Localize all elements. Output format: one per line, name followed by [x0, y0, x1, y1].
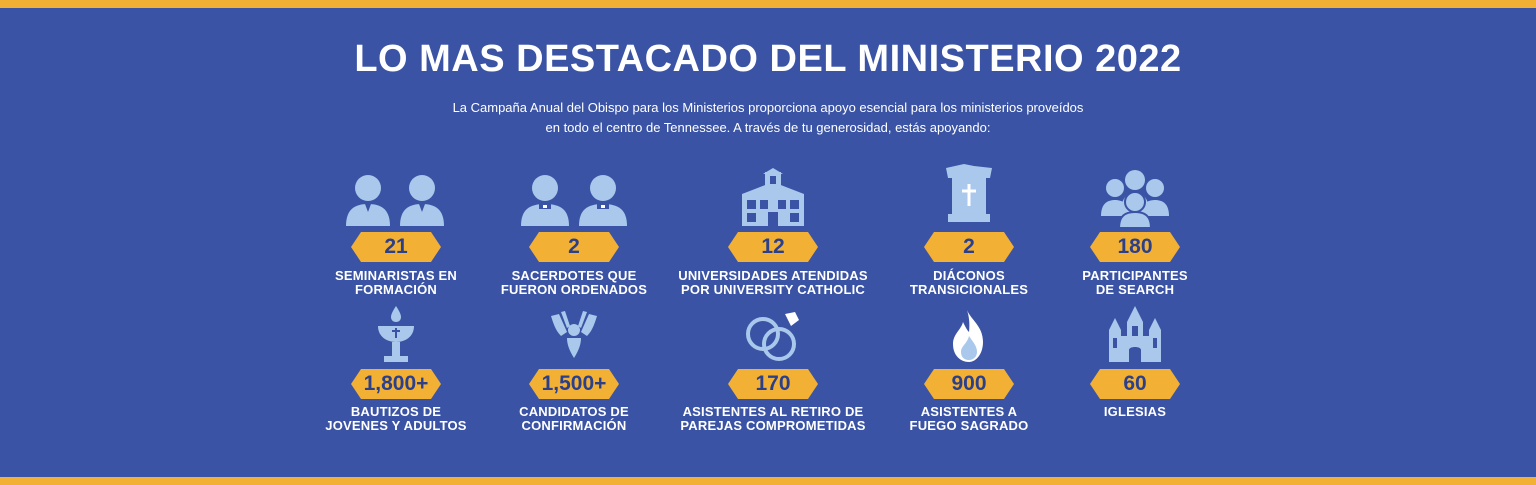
value-number: 180	[1117, 235, 1153, 258]
stat-label-line-2: FUEGO SAGRADO	[909, 418, 1029, 433]
intro-line-1: La Campaña Anual del Obispo para los Min…	[452, 100, 1084, 115]
stat-label-line-2: DE SEARCH	[1095, 282, 1175, 297]
group-icon	[1097, 168, 1173, 233]
stat-label-line-2: POR UNIVERSITY CATHOLIC	[681, 282, 865, 297]
stat-label: UNIVERSIDADES ATENDIDAS POR UNIVERSITY C…	[673, 269, 873, 297]
stat-label-line-2: FORMACIÓN	[355, 282, 437, 297]
value-number: 21	[384, 235, 408, 258]
stat-label: ASISTENTES AL RETIRO DE PAREJAS COMPROME…	[673, 405, 873, 433]
value-badge: 2	[529, 232, 619, 262]
stat-label-line-1: UNIVERSIDADES ATENDIDAS	[678, 268, 868, 283]
stat-label-line-1: DIÁCONOS	[933, 268, 1005, 283]
stat-label: SACERDOTES QUE FUERON ORDENADOS	[474, 269, 674, 297]
value-number: 1,800+	[363, 372, 429, 395]
page-title: LO MAS DESTACADO DEL MINISTERIO 2022	[354, 38, 1182, 80]
church-icon	[1107, 306, 1163, 369]
value-badge: 1,800+	[351, 369, 441, 399]
stat-label: CANDIDATOS DE CONFIRMACIÓN	[474, 405, 674, 433]
stat-label: DIÁCONOS TRANSICIONALES	[869, 269, 1069, 297]
value-badge: 180	[1090, 232, 1180, 262]
intro-text: La Campaña Anual del Obispo para los Min…	[368, 98, 1168, 138]
stat-label: BAUTIZOS DE JOVENES Y ADULTOS	[296, 405, 496, 433]
stat-universities: 12 UNIVERSIDADES ATENDIDAS POR UNIVERSIT…	[673, 160, 873, 310]
value-badge: 2	[924, 232, 1014, 262]
value-number: 60	[1123, 372, 1147, 395]
value-number: 12	[761, 235, 785, 258]
priests-icon	[519, 168, 629, 233]
stat-label-line-2: PAREJAS COMPROMETIDAS	[680, 418, 866, 433]
pulpit-icon	[944, 164, 994, 233]
value-badge: 21	[351, 232, 441, 262]
value-number: 2	[568, 235, 580, 258]
value-number: 170	[755, 372, 791, 395]
stat-seminarians: 21 SEMINARISTAS EN FORMACIÓN	[296, 160, 496, 310]
top-accent-bar	[0, 0, 1536, 8]
stat-label: ASISTENTES A FUEGO SAGRADO	[869, 405, 1069, 433]
value-number: 900	[951, 372, 987, 395]
university-building-icon	[738, 168, 808, 233]
stat-label-line-1: PARTICIPANTES	[1082, 268, 1188, 283]
stat-engaged-couples: 170 ASISTENTES AL RETIRO DE PAREJAS COMP…	[673, 300, 873, 440]
stat-label-line-2: FUERON ORDENADOS	[500, 282, 648, 297]
baptismal-font-icon	[376, 306, 416, 369]
stat-churches: 60 IGLESIAS	[1035, 300, 1235, 440]
stat-label: SEMINARISTAS EN FORMACIÓN	[296, 269, 496, 297]
value-number: 2	[963, 235, 975, 258]
stat-label-line-2: TRANSICIONALES	[909, 282, 1029, 297]
stat-sacred-fire: 900 ASISTENTES A FUEGO SAGRADO	[869, 300, 1069, 440]
dove-icon	[549, 310, 599, 365]
stat-label-line-1: SEMINARISTAS EN	[335, 268, 457, 283]
stat-label-line-1: ASISTENTES A	[920, 404, 1018, 419]
stat-confirmation: 1,500+ CANDIDATOS DE CONFIRMACIÓN	[474, 300, 674, 440]
stat-label-line-1: SACERDOTES QUE	[511, 268, 637, 283]
value-number: 1,500+	[541, 372, 607, 395]
stat-search-participants: 180 PARTICIPANTES DE SEARCH	[1035, 160, 1235, 310]
intro-line-2: en todo el centro de Tennessee. A través…	[545, 120, 991, 135]
stat-label-line-2: CONFIRMACIÓN	[521, 418, 627, 433]
stat-label-line-1: CANDIDATOS DE	[519, 404, 629, 419]
seminarians-icon	[344, 168, 448, 233]
stat-label-line-1: BAUTIZOS DE	[350, 404, 442, 419]
bottom-accent-bar	[0, 477, 1536, 485]
stat-priests: 2 SACERDOTES QUE FUERON ORDENADOS	[474, 160, 674, 310]
stat-baptisms: 1,800+ BAUTIZOS DE JOVENES Y ADULTOS	[296, 300, 496, 440]
stat-label: PARTICIPANTES DE SEARCH	[1035, 269, 1235, 297]
value-badge: 60	[1090, 369, 1180, 399]
value-badge: 12	[728, 232, 818, 262]
stat-label-line-1: ASISTENTES AL RETIRO DE	[682, 404, 864, 419]
value-badge: 170	[728, 369, 818, 399]
value-badge: 1,500+	[529, 369, 619, 399]
stat-deacons: 2 DIÁCONOS TRANSICIONALES	[869, 160, 1069, 310]
stat-label: IGLESIAS	[1035, 405, 1235, 419]
rings-icon	[743, 308, 803, 369]
value-badge: 900	[924, 369, 1014, 399]
stat-label-line-1: IGLESIAS	[1103, 404, 1167, 419]
stat-label-line-2: JOVENES Y ADULTOS	[325, 418, 467, 433]
flame-icon	[949, 310, 989, 369]
